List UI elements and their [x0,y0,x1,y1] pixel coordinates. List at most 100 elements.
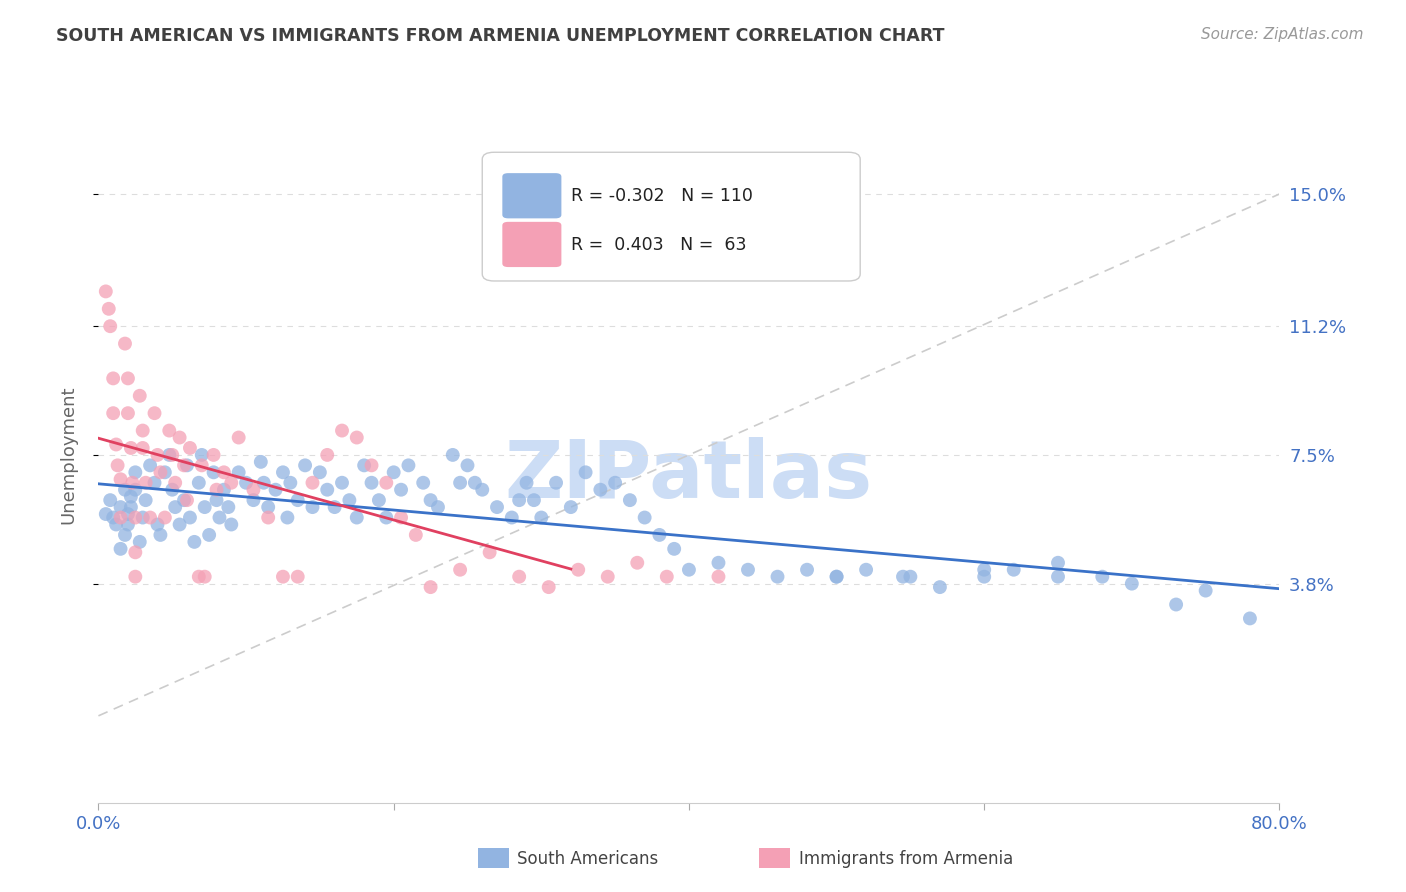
Point [114,483,136,497]
Point [98,319,121,334]
Point [368,493,391,508]
Point [323,500,346,514]
Point [107,458,129,473]
Point [153,466,176,480]
Point [165,475,187,490]
Point [346,430,368,444]
Point [194,500,217,514]
Point [928,580,950,594]
Point [655,570,678,584]
Point [128,534,150,549]
Point [1164,598,1187,612]
Point [110,510,132,524]
Point [198,528,221,542]
Point [271,466,294,480]
Point [143,475,166,490]
Point [419,493,441,508]
Point [103,510,125,524]
Point [1091,570,1114,584]
Point [375,475,398,490]
Point [117,507,139,521]
FancyBboxPatch shape [502,222,561,267]
FancyBboxPatch shape [482,153,860,281]
Point [124,545,146,559]
Point [124,483,146,497]
Text: R =  0.403   N =  63: R = 0.403 N = 63 [571,235,747,254]
Point [264,483,287,497]
Point [449,563,471,577]
Point [157,424,180,438]
Point [796,563,818,577]
Point [1002,563,1025,577]
Point [124,510,146,524]
Point [205,493,228,508]
Point [110,500,132,514]
Point [105,517,128,532]
Point [124,570,146,584]
Point [176,493,198,508]
Point [143,406,166,420]
Point [456,458,478,473]
Point [766,570,789,584]
Point [103,371,125,385]
Point [449,475,471,490]
Point [219,517,242,532]
Y-axis label: Unemployment: Unemployment [59,385,77,524]
Point [427,500,450,514]
Point [194,570,217,584]
Point [149,528,172,542]
Point [120,500,142,514]
Point [353,458,375,473]
Point [128,389,150,403]
Point [94,507,117,521]
Text: Source: ZipAtlas.com: Source: ZipAtlas.com [1201,27,1364,42]
Point [98,493,121,508]
Point [530,510,553,524]
Point [301,500,323,514]
Point [187,475,209,490]
Point [169,430,191,444]
Point [271,570,294,584]
Point [278,475,302,490]
Point [219,475,242,490]
Point [235,475,257,490]
Point [389,510,412,524]
Point [120,490,142,504]
Point [707,556,730,570]
Point [276,510,298,524]
Point [176,458,198,473]
Point [187,570,209,584]
Point [1046,570,1069,584]
Point [515,475,537,490]
Point [135,493,157,508]
Point [114,336,136,351]
Point [537,580,560,594]
Text: R = -0.302   N = 110: R = -0.302 N = 110 [571,187,752,205]
Point [389,483,412,497]
Point [309,466,332,480]
Point [619,493,641,508]
Point [301,475,323,490]
Point [94,285,117,299]
Point [253,475,276,490]
Point [648,528,671,542]
Point [574,466,596,480]
Text: Immigrants from Armenia: Immigrants from Armenia [799,850,1012,868]
Point [173,458,195,473]
Text: ZIPatlas: ZIPatlas [505,437,873,515]
Point [464,475,486,490]
Point [103,406,125,420]
Point [205,483,228,497]
Point [396,458,419,473]
Point [146,448,169,462]
Point [191,458,214,473]
Point [149,466,172,480]
Point [412,475,434,490]
Point [105,437,128,451]
Point [405,528,427,542]
Point [567,563,589,577]
Point [242,483,264,497]
Point [132,510,155,524]
Point [589,483,612,497]
Point [132,424,155,438]
